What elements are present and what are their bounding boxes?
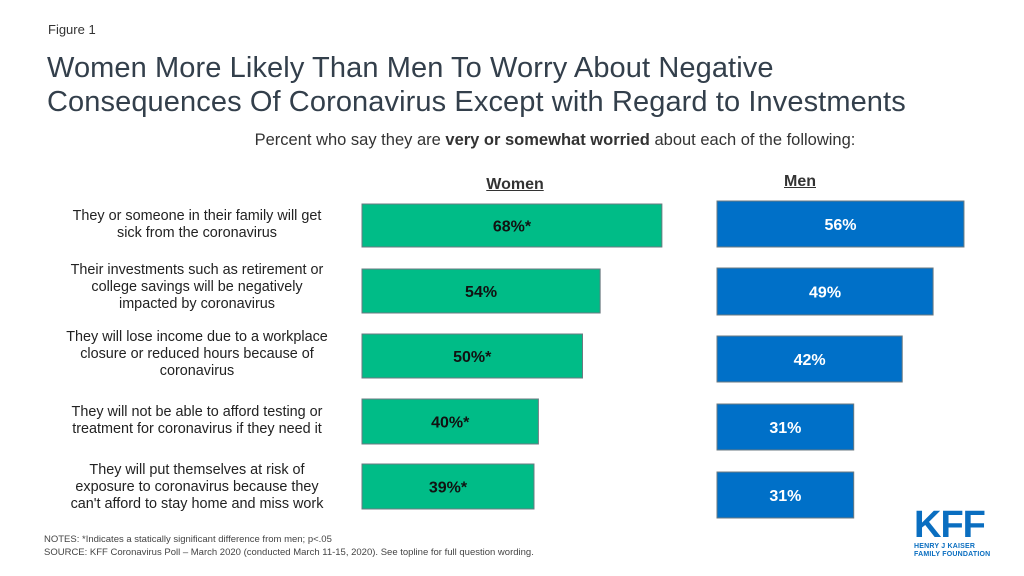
logo-line-2: FAMILY FOUNDATION [914,551,991,558]
category-label-line: They or someone in their family will get [72,208,322,224]
chart-title-line-2: Consequences Of Coronavirus Except with … [47,86,906,118]
category-label: Their investments such as retirement or c… [38,262,356,313]
bar-women [361,333,583,379]
category-label: They will lose income due to a workplace… [38,329,356,380]
notes-text: NOTES: *Indicates a statically significa… [44,534,332,545]
series-header-women: Women [486,176,544,193]
subtitle-post: about each of the following: [649,131,856,149]
data-label-men: 31% [769,488,801,505]
data-label-men: 31% [769,420,801,437]
logo-line-1: HENRY J KAISER [914,543,976,550]
data-label-women: 39%* [429,480,468,497]
data-label-men: 56% [824,217,856,234]
category-label-line: treatment for coronavirus if they need i… [72,421,322,437]
series-header-men: Men [784,173,816,190]
figure-label: Figure 1 [48,22,96,37]
category-label-line: They will put themselves at risk of [89,461,305,478]
category-label: They will not be able to afford testing … [38,404,356,438]
data-label-women: 50%* [453,349,492,366]
bar-women [361,463,535,510]
subtitle-bold: very or somewhat worried [445,131,650,149]
bar-women [361,398,539,445]
bar-men [716,267,934,316]
data-label-women: 54% [465,284,497,301]
bar-men [716,403,855,451]
footnotes: NOTES: *Indicates a statically significa… [44,534,534,559]
category-label: They or someone in their family will get… [38,208,356,242]
data-label-men: 49% [809,285,841,302]
category-label-line: can't afford to stay home and miss work [70,495,324,512]
chart-title-line-1: Women More Likely Than Men To Worry Abou… [47,52,774,84]
category-label-line: impacted by coronavirus [119,295,275,312]
logo-wordmark: KFF [914,504,986,546]
bar-men [716,471,855,519]
category-label-line: coronavirus [159,362,235,379]
chart-title: Women More Likely Than Men To Worry Abou… [47,51,906,119]
category-label-line: closure or reduced hours because of [80,345,314,362]
category-label-line: college savings will be negatively [91,278,303,295]
bar-men [716,200,965,248]
data-label-women: 40%* [431,415,470,432]
category-label: They will put themselves at risk of expos… [38,462,356,513]
bar-men [716,335,903,383]
category-label-line: sick from the coronavirus [117,225,277,241]
source-text: SOURCE: KFF Coronavirus Poll – March 202… [44,546,534,558]
kff-logo: KFF HENRY J KAISER FAMILY FOUNDATION [914,504,991,559]
chart-subtitle: Percent who say they are very or somewha… [0,131,1024,150]
subtitle-pre: Percent who say they are [254,131,446,149]
data-label-men: 42% [794,352,826,369]
bar-women [361,268,601,314]
category-label-line: exposure to coronavirus because they [75,478,319,495]
data-label-women: 68%* [493,219,532,236]
category-label-line: They will not be able to afford testing … [71,404,323,420]
category-label-line: They will lose income due to a workplace [66,328,328,345]
bar-women [361,203,663,248]
category-label-line: Their investments such as retirement or [70,261,324,278]
